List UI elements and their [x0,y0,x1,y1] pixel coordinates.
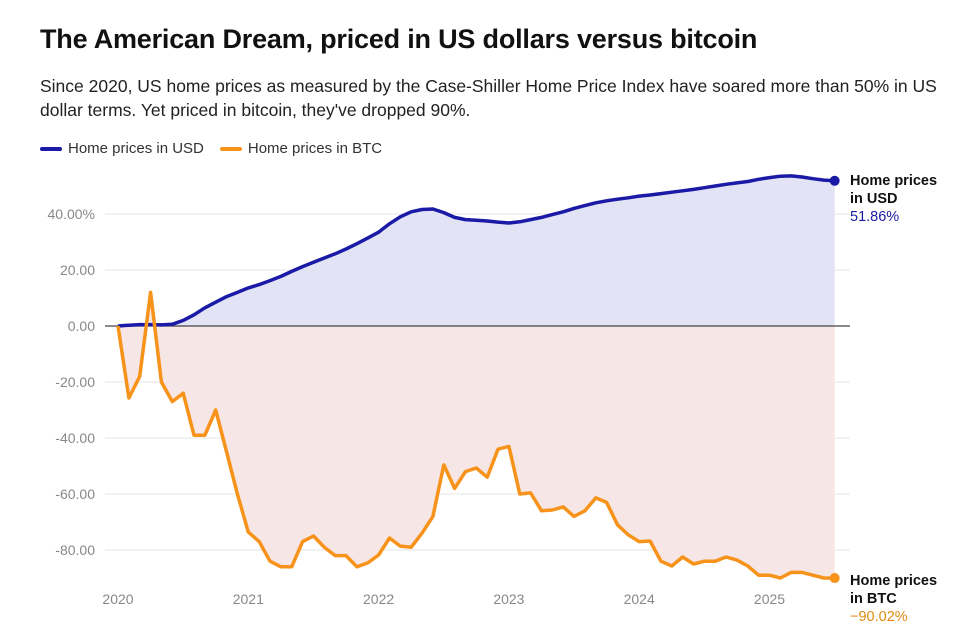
end-label-usd: Home prices in USD 51.86% [850,172,937,226]
end-label-usd-line2: in USD [850,191,898,207]
end-label-btc-line1: Home prices [850,573,938,589]
line-usd [117,174,835,328]
legend-item-usd: Home prices in USD [40,140,204,157]
end-label-usd-line1: Home prices [850,173,938,189]
x-tick-label: 2024 [624,591,655,607]
y-tick-label: -40.00 [55,430,95,446]
end-value-usd: 51.86% [850,209,900,225]
x-tick-label: 2025 [754,591,785,607]
legend-label-usd: Home prices in USD [68,140,204,157]
end-value-btc: −90.02% [850,609,908,625]
y-tick-label: 40.00% [48,206,95,222]
y-tick-label: -60.00 [55,486,95,502]
x-tick-label: 2020 [102,591,133,607]
legend-swatch-btc [219,146,242,151]
legend-label-btc: Home prices in BTC [247,140,383,157]
end-point-usd [829,175,840,186]
end-label-btc: Home prices in BTC −90.02% [850,572,937,626]
chart-subtitle: Since 2020, US home prices as measured b… [40,76,937,120]
end-point-btc [829,573,840,584]
legend: Home prices in USD Home prices in BTC [40,140,382,157]
legend-item-btc: Home prices in BTC [219,140,383,157]
chart-title: The American Dream, priced in US dollars… [40,24,758,54]
line-btc [116,290,835,580]
x-tick-label: 2023 [493,591,524,607]
y-tick-label: 0.00 [68,318,95,334]
y-tick-label: -20.00 [55,374,95,390]
legend-swatch-usd [40,146,62,151]
area-usd [118,175,835,326]
x-tick-label: 2021 [233,591,264,607]
y-tick-label: 20.00 [60,262,95,278]
y-tick-label: -80.00 [55,542,95,558]
area-btc [118,292,835,579]
end-label-btc-line2: in BTC [850,591,897,607]
x-tick-label: 2022 [363,591,394,607]
